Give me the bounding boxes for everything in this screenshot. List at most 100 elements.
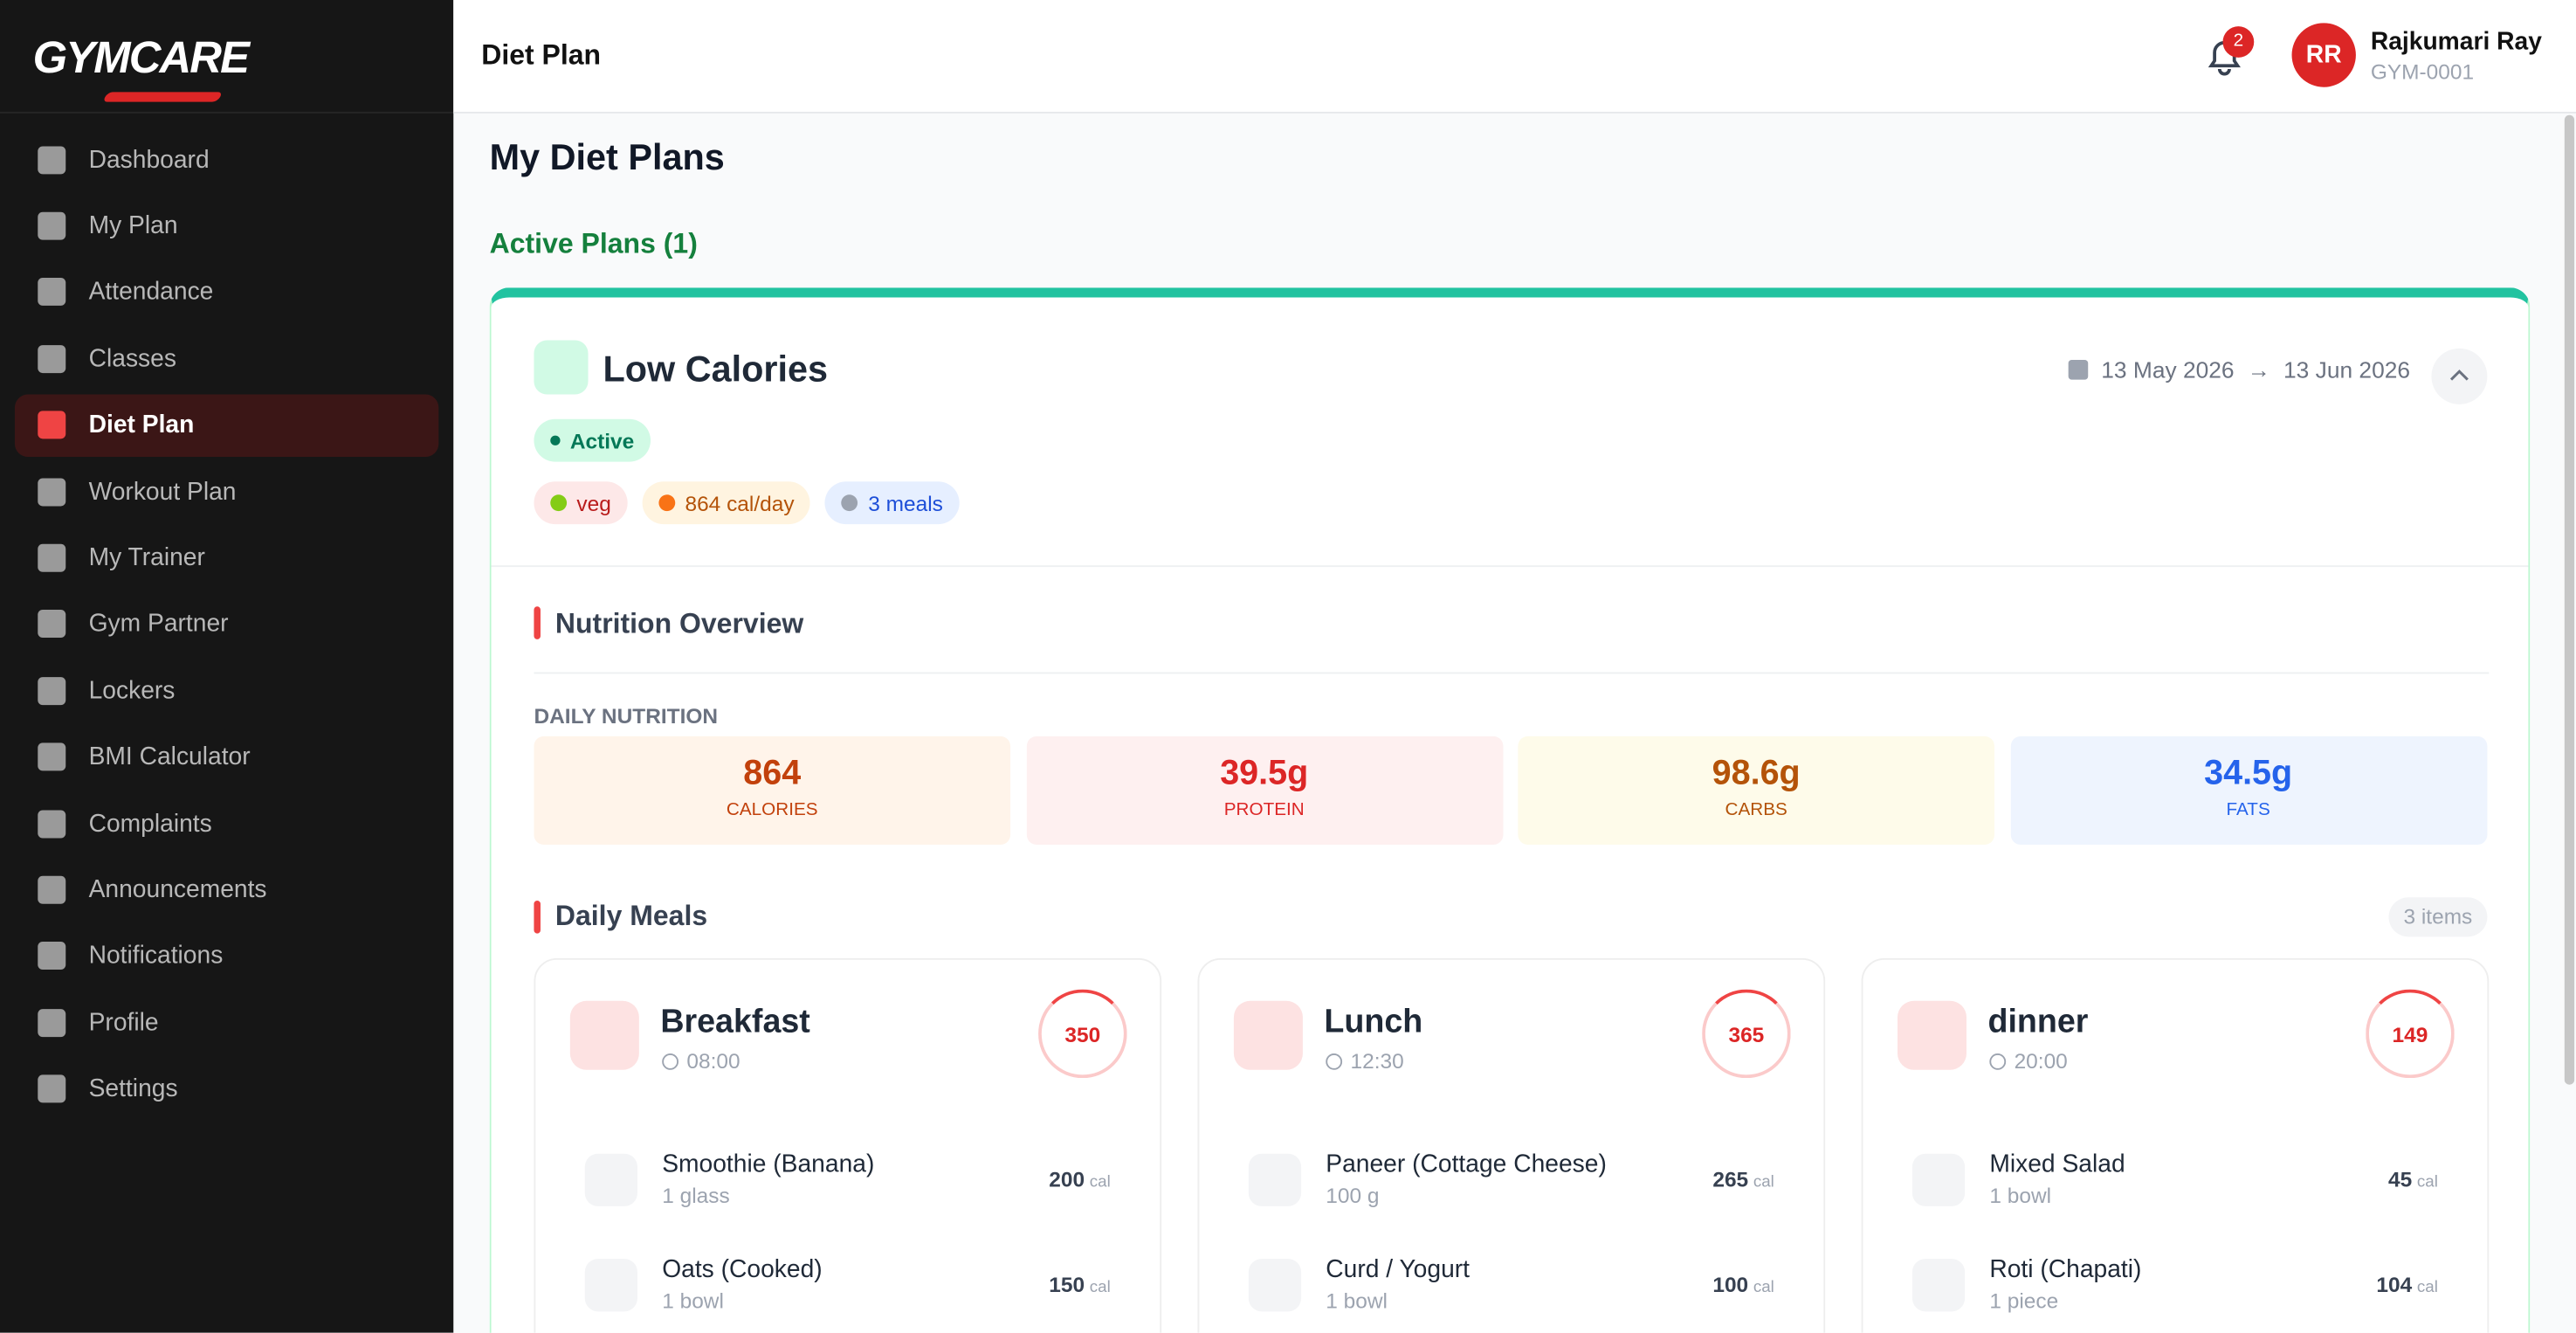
nav-icon	[38, 211, 66, 240]
user-name: Rajkumari Ray	[2370, 27, 2542, 56]
nav-label: Attendance	[88, 278, 214, 307]
meal-calories: 149	[2366, 989, 2455, 1079]
item-name: Roti (Chapati)	[1989, 1255, 2142, 1284]
nav-item[interactable]: Attendance	[15, 261, 438, 323]
nav-item[interactable]: Diet Plan	[14, 393, 439, 457]
nav-item[interactable]: Gym Partner	[15, 593, 438, 655]
nav-icon	[38, 1074, 66, 1103]
item-qty: 1 bowl	[1989, 1183, 2052, 1208]
status-label: Active	[569, 428, 635, 453]
nav-item[interactable]: Classes	[15, 328, 438, 390]
plan-dates: 13 May 2026 → 13 Jun 2026	[2068, 356, 2411, 383]
clock-icon	[1989, 1053, 2007, 1070]
nav-item[interactable]: My Plan	[15, 195, 438, 257]
item-calories: 104	[2376, 1272, 2413, 1297]
divider	[0, 111, 454, 114]
meal-item: Roti (Chapati) 1 piece 104 cal	[1911, 1255, 2438, 1321]
item-calories-box: 200 cal	[1049, 1167, 1111, 1191]
item-qty: 1 piece	[1989, 1288, 2059, 1314]
nutrition-value: 98.6g	[1712, 754, 1801, 792]
nav-item[interactable]: Lockers	[15, 660, 438, 722]
nav-item[interactable]: Notifications	[15, 925, 438, 987]
nav-icon	[38, 543, 66, 572]
nav-label: Profile	[88, 1008, 159, 1037]
meal-item: Smoothie (Banana) 1 glass 200 cal	[584, 1150, 1111, 1216]
nav-label: My Trainer	[88, 543, 205, 572]
nav-item[interactable]: My Trainer	[15, 527, 438, 589]
logo[interactable]: GYMCARE	[32, 32, 250, 83]
nav-label: Settings	[88, 1074, 178, 1103]
nav-icon	[38, 942, 66, 970]
item-icon	[1911, 1259, 1966, 1312]
item-unit: cal	[2416, 1173, 2438, 1192]
item-calories-box: 150 cal	[1049, 1272, 1111, 1296]
nav-label: Complaints	[88, 809, 212, 838]
nav-icon	[38, 1008, 66, 1037]
meal-card: Lunch 12:30 365 Paneer (Cottage Cheese) 100 …	[1197, 957, 1826, 1333]
nav-label: Diet Plan	[88, 411, 195, 439]
nutrition-value: 864	[743, 754, 802, 792]
meal-name: Lunch	[1324, 1004, 1423, 1040]
nav-icon	[38, 344, 66, 373]
nav-item[interactable]: Workout Plan	[15, 460, 438, 522]
header-title: Diet Plan	[481, 39, 602, 71]
nav-label: Dashboard	[88, 145, 210, 174]
nav-item[interactable]: Profile	[15, 991, 438, 1053]
meal-calories: 365	[1702, 989, 1791, 1079]
tag-label: 3 meals	[868, 490, 943, 515]
collapse-button[interactable]	[2431, 348, 2488, 404]
nutrition-label: PROTEIN	[1223, 800, 1305, 820]
nav-icon	[38, 477, 66, 506]
date-separator: →	[2247, 356, 2270, 383]
item-calories: 265	[1712, 1166, 1749, 1192]
status: Active	[534, 418, 665, 462]
meal-icon	[569, 1000, 639, 1070]
divider	[534, 672, 2490, 674]
item-qty: 1 glass	[662, 1183, 730, 1208]
avatar[interactable]: RR	[2291, 23, 2356, 87]
calendar-icon	[2068, 360, 2089, 380]
meal-time: 08:00	[686, 1048, 740, 1074]
nav-item[interactable]: Dashboard	[15, 128, 438, 190]
meal-icon	[1233, 1000, 1303, 1070]
nav-icon	[38, 610, 66, 639]
meal-name: dinner	[1987, 1004, 2089, 1040]
tag-label: 864 cal/day	[685, 490, 795, 515]
nav-label: Lockers	[88, 676, 176, 705]
item-name: Oats (Cooked)	[662, 1255, 823, 1284]
end-date: 13 Jun 2026	[2283, 356, 2411, 383]
meal-card: Breakfast 08:00 350 Smoothie (Banana) 1 glas…	[534, 957, 1162, 1333]
tag: veg	[534, 481, 628, 525]
item-unit: cal	[1089, 1278, 1111, 1297]
scrollbar[interactable]	[2564, 114, 2575, 1085]
tag-icon	[658, 494, 676, 512]
nav-label: My Plan	[88, 211, 178, 240]
item-icon	[1248, 1153, 1302, 1206]
nav-icon	[38, 411, 66, 439]
clock-icon	[662, 1053, 679, 1070]
meal-card: dinner 20:00 149 Mixed Salad 1 bowl 45 cal Roti…	[1861, 957, 2490, 1333]
tag: 3 meals	[825, 481, 960, 525]
item-calories: 150	[1049, 1272, 1085, 1297]
nav-label: Notifications	[88, 942, 224, 970]
meal-time: 12:30	[1350, 1048, 1404, 1074]
accent	[534, 900, 541, 934]
divider	[491, 565, 2529, 568]
nav-label: Gym Partner	[88, 610, 229, 639]
item-calories: 45	[2388, 1166, 2413, 1192]
nav-item[interactable]: Complaints	[15, 792, 438, 854]
item-unit: cal	[1753, 1173, 1774, 1192]
item-icon	[1911, 1153, 1966, 1206]
item-unit: cal	[1089, 1173, 1111, 1192]
item-calories-box: 45 cal	[2388, 1167, 2438, 1191]
user-id: GYM-0001	[2370, 59, 2475, 84]
nav-item[interactable]: Settings	[15, 1058, 438, 1120]
item-calories: 200	[1049, 1166, 1085, 1192]
nav-item[interactable]: Announcements	[15, 859, 438, 921]
nav-item[interactable]: BMI Calculator	[15, 726, 438, 788]
chevron	[2449, 370, 2469, 381]
item-calories-box: 104 cal	[2376, 1272, 2438, 1296]
